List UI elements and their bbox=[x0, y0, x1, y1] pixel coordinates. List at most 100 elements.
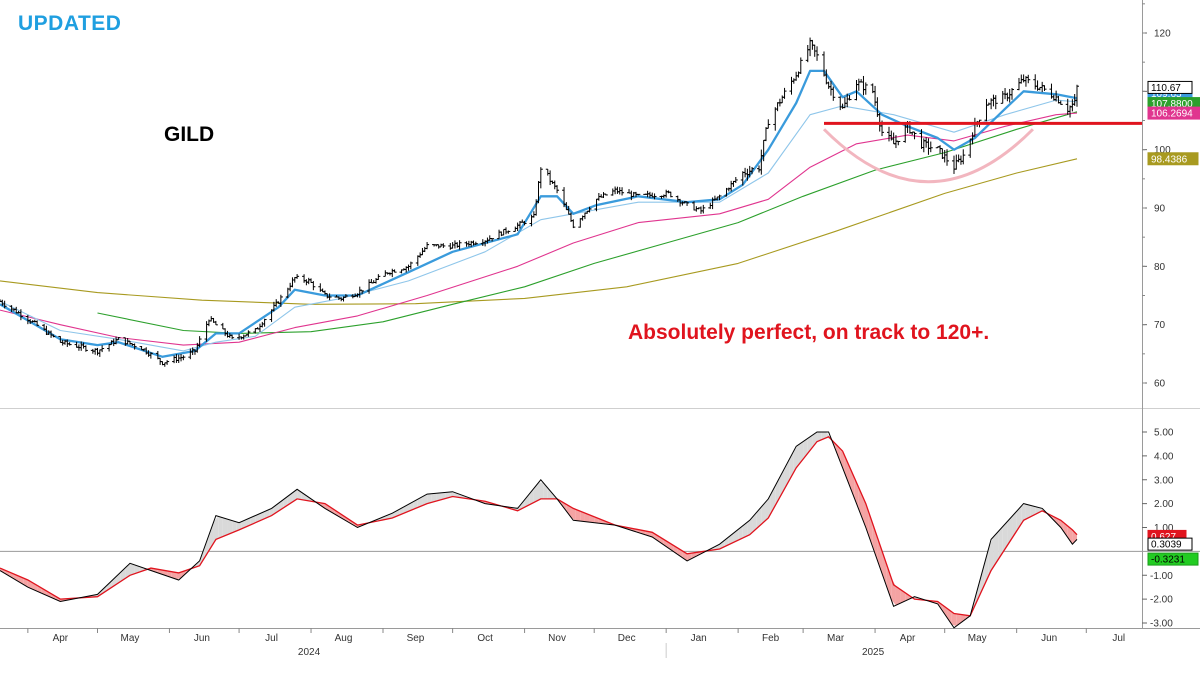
macd-fill-segment bbox=[900, 589, 906, 604]
last-value-text: 107.8800 bbox=[1151, 99, 1193, 110]
macd-line bbox=[0, 431, 1078, 629]
macd-fill-segment bbox=[0, 568, 5, 574]
x-month-label: Oct bbox=[477, 633, 493, 644]
macd-signal-line bbox=[0, 436, 1078, 617]
x-month-label: Feb bbox=[762, 633, 780, 644]
macd-fill-segment bbox=[872, 523, 878, 561]
last-value-text: 98.4386 bbox=[1151, 154, 1188, 165]
macd-fill-segment bbox=[654, 533, 660, 542]
x-month-label: Jun bbox=[194, 633, 210, 644]
x-month-label: Apr bbox=[53, 633, 69, 644]
macd-tick-label: -2.00 bbox=[1150, 595, 1173, 606]
macd-fill-segment bbox=[222, 517, 228, 537]
macd-fill-segment bbox=[250, 515, 256, 525]
macd-fill-segment bbox=[324, 503, 330, 512]
last-value-text: 0.627 bbox=[1151, 532, 1176, 543]
macd-fill-segment bbox=[441, 492, 446, 500]
macd-fill-segment bbox=[882, 550, 887, 587]
ema-fast-line bbox=[0, 69, 1078, 358]
macd-fill-segment bbox=[246, 517, 251, 527]
macd-tick-label: 2.00 bbox=[1154, 499, 1174, 510]
macd-y-ticks: 5.00 4.00 3.00 2.00 1.00 -1.00 -2.00 -3.00 bbox=[1142, 428, 1174, 630]
y-tick-label: 90 bbox=[1154, 204, 1166, 215]
macd-fill-segment bbox=[988, 536, 994, 576]
x-axis-labels: Apr May Jun Jul Aug Sep Oct Nov Dec Jan Feb Mar Apr M… bbox=[27, 628, 1125, 658]
macd-fill-segment bbox=[241, 519, 247, 529]
last-value-text: 109.65 bbox=[1151, 89, 1182, 100]
x-year-label: 2024 bbox=[298, 647, 321, 658]
macd-fill-segment bbox=[1067, 526, 1073, 545]
macd-tick-label: 1.00 bbox=[1154, 523, 1174, 534]
macd-fill-segment bbox=[877, 537, 883, 574]
x-month-label: Mar bbox=[827, 633, 845, 644]
macd-fill-segment bbox=[1030, 505, 1036, 517]
macd-tick-label: 4.00 bbox=[1154, 451, 1174, 462]
macd-fill-segment bbox=[208, 522, 214, 551]
macd-fill-segment bbox=[301, 492, 307, 501]
price-y-ticks: 60708090100110120 bbox=[1142, 3, 1171, 390]
macd-tick-label: 3.00 bbox=[1154, 475, 1174, 486]
macd-fill-segment bbox=[334, 509, 339, 517]
macd-fill-segment bbox=[752, 512, 757, 533]
last-value-text: 110.67 bbox=[1151, 83, 1181, 94]
macd-fill-segment bbox=[747, 517, 753, 536]
macd-fill-segment bbox=[129, 563, 135, 576]
macd-fill-segment bbox=[538, 482, 544, 501]
macd-fill-segment bbox=[102, 585, 107, 594]
price-bars bbox=[0, 37, 1080, 367]
macd-fill-segment bbox=[524, 494, 530, 508]
macd-fill-segment bbox=[1063, 522, 1068, 538]
macd-fill-segment bbox=[798, 441, 804, 465]
macd-fill-segment bbox=[427, 493, 432, 504]
last-value-tag bbox=[1147, 106, 1200, 120]
macd-tick-label: -3.00 bbox=[1150, 619, 1173, 630]
last-value-tag bbox=[1147, 537, 1193, 551]
price-last-tags: 110.67 106.2694 98.4386 bbox=[1147, 80, 1200, 166]
macd-fill-segment bbox=[761, 501, 766, 525]
ticker-label: GILD bbox=[164, 123, 215, 146]
macd-fill-segment bbox=[659, 536, 664, 546]
macd-fill-segment bbox=[454, 492, 460, 498]
macd-fill-segment bbox=[998, 526, 1003, 560]
x-month-label: Jul bbox=[1112, 633, 1125, 644]
macd-fill-segment bbox=[264, 509, 270, 519]
macd-fill-segment bbox=[436, 492, 442, 502]
macd-fill-segment bbox=[812, 432, 818, 448]
macd-fill-segment bbox=[259, 511, 265, 521]
macd-fill-segment bbox=[724, 536, 729, 547]
macd-fill-segment bbox=[993, 531, 999, 567]
last-value-tag bbox=[1147, 552, 1199, 566]
macd-fill-segment bbox=[232, 520, 237, 533]
macd-fill-segment bbox=[227, 519, 233, 535]
macd-fill-segment bbox=[691, 552, 697, 559]
macd-fill-segment bbox=[338, 512, 344, 520]
updated-label: UPDATED bbox=[18, 12, 122, 35]
macd-fill-segment bbox=[580, 511, 585, 522]
macd-fill-segment bbox=[984, 547, 989, 586]
y-tick-label: 80 bbox=[1154, 262, 1166, 273]
macd-fill bbox=[0, 432, 1078, 627]
macd-fill-segment bbox=[895, 586, 901, 606]
macd-fill-segment bbox=[714, 544, 720, 550]
x-year-label: 2025 bbox=[862, 647, 885, 658]
last-value-text: -0.3231 bbox=[1151, 555, 1185, 566]
macd-fill-segment bbox=[863, 498, 869, 535]
macd-fill-segment bbox=[445, 491, 451, 499]
y-tick-label: 70 bbox=[1154, 320, 1166, 331]
macd-fill-segment bbox=[450, 491, 455, 498]
x-month-label: Apr bbox=[900, 633, 916, 644]
macd-fill-segment bbox=[431, 493, 437, 503]
macd-fill-segment bbox=[529, 488, 534, 505]
last-value-tag bbox=[1147, 152, 1199, 166]
macd-fill-segment bbox=[947, 608, 952, 625]
macd-fill-segment bbox=[793, 444, 799, 472]
macd-fill-segment bbox=[1025, 504, 1031, 520]
macd-fill-segment bbox=[417, 496, 423, 508]
macd-fill-segment bbox=[176, 572, 182, 580]
x-month-label: Sep bbox=[407, 633, 425, 644]
x-month-label: Dec bbox=[618, 633, 636, 644]
ema-slow-line bbox=[0, 99, 1078, 352]
macd-tick-label: -1.00 bbox=[1150, 571, 1173, 582]
x-month-label: May bbox=[121, 633, 140, 644]
